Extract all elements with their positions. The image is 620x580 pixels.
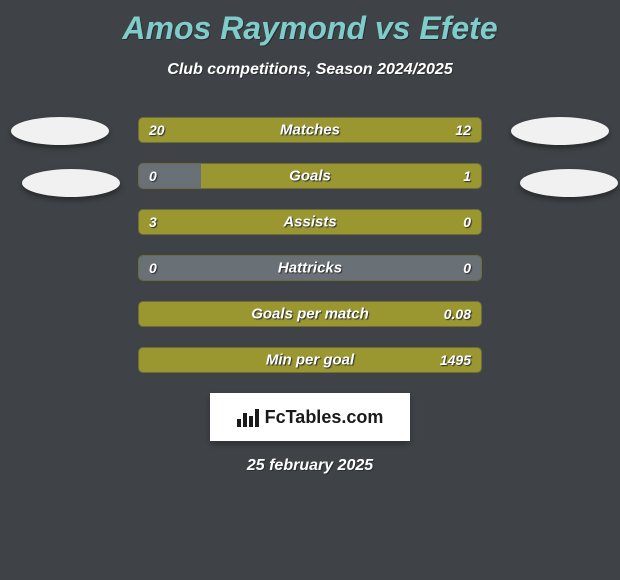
team-logo-left-2 bbox=[22, 169, 120, 197]
bar-right-value: 12 bbox=[455, 122, 471, 138]
bar-row: 0 0 Hattricks bbox=[138, 255, 482, 281]
bar-right-value: 0.08 bbox=[444, 306, 471, 322]
bar-row: 0 1 Goals bbox=[138, 163, 482, 189]
bar-row: 3 0 Assists bbox=[138, 209, 482, 235]
bar-right-value: 1 bbox=[463, 168, 471, 184]
bar-left-fill bbox=[139, 210, 399, 234]
bar-label: Matches bbox=[280, 122, 340, 139]
team-logo-left-1 bbox=[11, 117, 109, 145]
bar-left-value: 20 bbox=[149, 122, 165, 138]
bar-label: Min per goal bbox=[266, 352, 354, 369]
team-logo-right-1 bbox=[511, 117, 609, 145]
bar-label: Goals bbox=[289, 168, 331, 185]
bar-right-value: 0 bbox=[463, 260, 471, 276]
bars-container: 20 12 Matches 0 1 Goals 3 0 Assists 0 0 Hattricks 0.… bbox=[138, 117, 482, 373]
bar-row: 1495 Min per goal bbox=[138, 347, 482, 373]
bar-right-value: 0 bbox=[463, 214, 471, 230]
team-logo-right-2 bbox=[520, 169, 618, 197]
bar-label: Goals per match bbox=[251, 306, 369, 323]
bar-left-value: 0 bbox=[149, 168, 157, 184]
bar-left-value: 0 bbox=[149, 260, 157, 276]
bar-label: Hattricks bbox=[278, 260, 342, 277]
subtitle: Club competitions, Season 2024/2025 bbox=[0, 61, 620, 79]
bar-right-value: 1495 bbox=[440, 352, 471, 368]
bar-left-value: 3 bbox=[149, 214, 157, 230]
date-text: 25 february 2025 bbox=[0, 457, 620, 475]
page-title: Amos Raymond vs Efete bbox=[0, 0, 620, 47]
brand-text: FcTables.com bbox=[265, 407, 384, 428]
bar-label: Assists bbox=[283, 214, 336, 231]
brand-badge[interactable]: FcTables.com bbox=[210, 393, 410, 441]
bar-chart-icon bbox=[237, 407, 259, 427]
comparison-chart: 20 12 Matches 0 1 Goals 3 0 Assists 0 0 Hattricks 0.… bbox=[0, 117, 620, 373]
bar-row: 20 12 Matches bbox=[138, 117, 482, 143]
bar-right-fill bbox=[201, 164, 481, 188]
bar-row: 0.08 Goals per match bbox=[138, 301, 482, 327]
